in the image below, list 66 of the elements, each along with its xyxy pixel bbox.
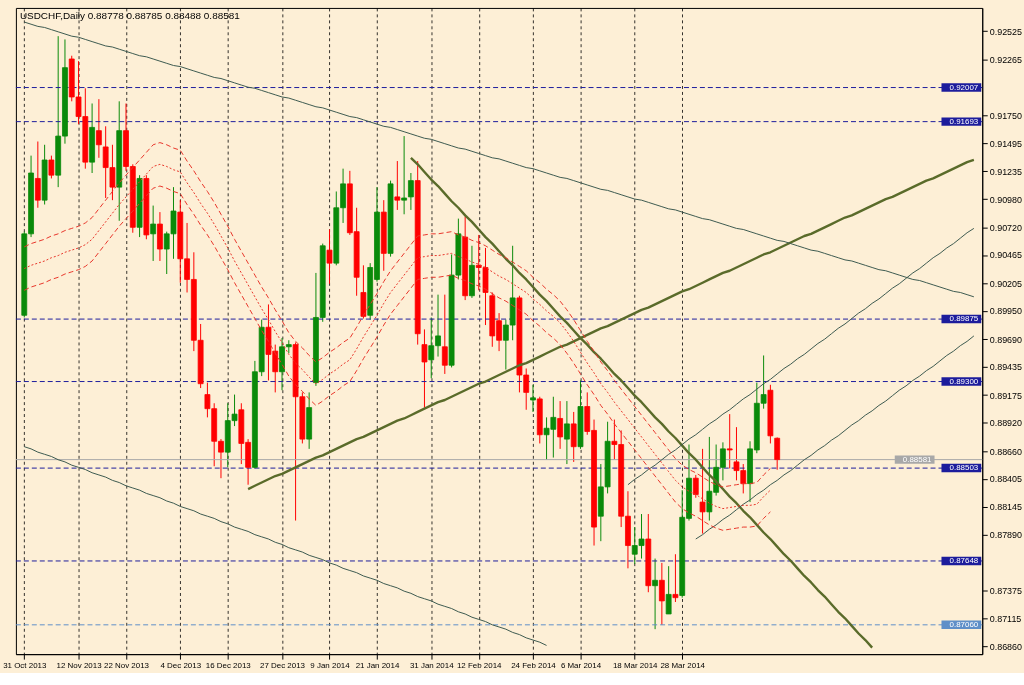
x-tick-label: 28 Mar 2014 xyxy=(660,660,706,670)
x-tick-label: 21 Jan 2014 xyxy=(355,660,400,670)
x-tick-label: 12 Feb 2014 xyxy=(456,660,503,670)
y-tick-label: 0.91750 xyxy=(989,110,1023,121)
candlestick xyxy=(570,411,577,463)
candlestick xyxy=(665,565,672,615)
candlestick xyxy=(441,294,448,375)
y-tick-label: 0.90465 xyxy=(989,250,1023,261)
candlestick xyxy=(564,400,570,465)
ref-line-label: 0.88581 xyxy=(902,454,933,464)
y-tick-label: 0.88145 xyxy=(989,502,1023,513)
y-tick-label: 0.88405 xyxy=(989,474,1023,485)
y-tick-label: 0.89175 xyxy=(989,390,1023,401)
x-tick-label: 16 Dec 2013 xyxy=(205,660,252,670)
candlestick xyxy=(96,98,102,159)
candlestick xyxy=(672,553,679,603)
candlestick xyxy=(557,400,564,450)
x-tick-label: 27 Dec 2013 xyxy=(260,660,306,670)
y-tick-label: 0.86860 xyxy=(989,642,1023,653)
ref-line-label: 0.88503 xyxy=(949,463,979,473)
candlestick xyxy=(326,228,333,285)
x-tick-label: 22 Nov 2013 xyxy=(104,660,150,670)
y-tick-label: 0.91495 xyxy=(989,138,1023,149)
x-tick-label: 9 Jan 2014 xyxy=(310,660,351,670)
ref-line-label: 0.92007 xyxy=(949,82,979,92)
y-tick-label: 0.88660 xyxy=(989,446,1023,457)
chart-title: USDCHF,Daily 0.88778 0.88785 0.88488 0.88581 xyxy=(19,9,241,21)
candlestick xyxy=(726,413,733,469)
y-tick-label: 0.87115 xyxy=(989,614,1022,625)
candlestick xyxy=(692,474,699,499)
y-tick-label: 0.89435 xyxy=(989,362,1023,373)
x-tick-label: 18 Mar 2014 xyxy=(612,660,659,670)
x-tick-label: 4 Dec 2013 xyxy=(160,660,202,670)
y-tick-label: 0.92265 xyxy=(989,54,1023,65)
ref-line-label: 0.89875 xyxy=(949,314,979,324)
x-tick-label: 24 Feb 2014 xyxy=(511,660,557,670)
candlestick xyxy=(658,562,665,626)
y-tick-label: 0.89690 xyxy=(989,334,1023,345)
y-tick-label: 0.89950 xyxy=(989,306,1023,317)
x-tick-label: 31 Jan 2014 xyxy=(409,660,455,670)
candlestick xyxy=(652,558,658,630)
candlestick xyxy=(699,448,706,535)
y-tick-label: 0.91235 xyxy=(989,166,1023,177)
ref-line-label: 0.91693 xyxy=(949,116,979,126)
y-tick-label: 0.90205 xyxy=(989,278,1023,289)
candlestick xyxy=(394,160,401,211)
y-tick-label: 0.87375 xyxy=(989,586,1023,597)
ref-line-label: 0.89300 xyxy=(949,376,979,386)
y-tick-label: 0.87890 xyxy=(989,530,1023,541)
candlestick xyxy=(48,155,55,179)
line-series xyxy=(23,446,548,646)
y-tick-label: 0.90980 xyxy=(989,194,1023,205)
x-tick-label: 6 Mar 2014 xyxy=(560,660,602,670)
candlestick xyxy=(150,205,157,262)
y-tick-label: 0.90720 xyxy=(989,222,1023,233)
candlestick xyxy=(34,141,41,209)
ref-line-label: 0.87060 xyxy=(949,619,979,629)
y-tick-label: 0.92525 xyxy=(989,26,1023,37)
candlestick xyxy=(360,264,367,320)
ref-line-label: 0.87648 xyxy=(949,555,979,565)
y-tick-label: 0.88920 xyxy=(989,418,1023,429)
candlestick xyxy=(530,384,536,413)
candlestick xyxy=(421,328,428,409)
x-tick-label: 31 Oct 2013 xyxy=(3,660,47,670)
x-tick-label: 12 Nov 2013 xyxy=(56,660,103,670)
candlestick xyxy=(774,436,781,471)
